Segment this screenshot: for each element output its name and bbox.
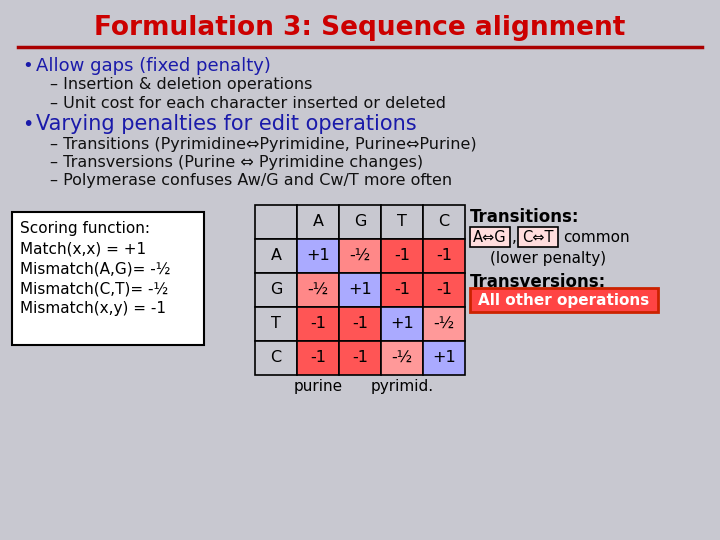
Text: -1: -1 <box>436 282 452 298</box>
Bar <box>470 227 510 247</box>
Text: A⇔G: A⇔G <box>473 230 507 245</box>
Text: -1: -1 <box>394 282 410 298</box>
Text: •: • <box>22 114 33 133</box>
Text: – Insertion & deletion operations: – Insertion & deletion operations <box>50 78 312 92</box>
Text: -1: -1 <box>310 316 326 332</box>
Text: T: T <box>271 316 281 332</box>
Text: – Transversions (Purine ⇔ Pyrimidine changes): – Transversions (Purine ⇔ Pyrimidine cha… <box>50 156 423 171</box>
Text: Allow gaps (fixed penalty): Allow gaps (fixed penalty) <box>36 57 271 75</box>
Text: Varying penalties for edit operations: Varying penalties for edit operations <box>36 114 417 134</box>
Bar <box>423 307 465 341</box>
Bar <box>255 205 297 239</box>
Bar <box>297 307 339 341</box>
Bar <box>381 205 423 239</box>
Text: -½: -½ <box>349 248 371 264</box>
Bar <box>381 239 423 273</box>
Bar <box>255 307 297 341</box>
Bar <box>339 307 381 341</box>
Text: -1: -1 <box>310 350 326 366</box>
Bar <box>339 205 381 239</box>
Bar <box>423 205 465 239</box>
Bar <box>297 239 339 273</box>
Text: – Polymerase confuses Aw/G and Cw/T more often: – Polymerase confuses Aw/G and Cw/T more… <box>50 173 452 188</box>
Bar <box>423 341 465 375</box>
Text: pyrimid.: pyrimid. <box>370 380 433 395</box>
Bar <box>255 273 297 307</box>
Bar <box>423 273 465 307</box>
Bar <box>518 227 558 247</box>
Text: Transitions:: Transitions: <box>470 208 580 226</box>
Text: •: • <box>22 57 32 75</box>
Text: +1: +1 <box>390 316 414 332</box>
Text: +1: +1 <box>306 248 330 264</box>
Bar <box>12 212 204 345</box>
Bar <box>297 273 339 307</box>
Text: -1: -1 <box>436 248 452 264</box>
Text: Mismatch(A,G)= -½: Mismatch(A,G)= -½ <box>20 261 171 276</box>
Text: Transversions:: Transversions: <box>470 273 606 291</box>
Text: G: G <box>354 214 366 230</box>
Text: ,: , <box>512 230 517 245</box>
Text: All other operations: All other operations <box>478 293 649 307</box>
Bar <box>297 341 339 375</box>
Text: common: common <box>563 230 629 245</box>
Text: -1: -1 <box>352 316 368 332</box>
Text: G: G <box>270 282 282 298</box>
Bar <box>470 288 658 312</box>
Bar <box>381 307 423 341</box>
Bar <box>339 341 381 375</box>
Text: +1: +1 <box>348 282 372 298</box>
Text: +1: +1 <box>432 350 456 366</box>
Text: A: A <box>271 248 282 264</box>
Text: C: C <box>271 350 282 366</box>
Text: C⇔T: C⇔T <box>522 230 554 245</box>
Bar <box>381 341 423 375</box>
Bar <box>339 273 381 307</box>
Text: Formulation 3: Sequence alignment: Formulation 3: Sequence alignment <box>94 15 626 41</box>
Bar <box>381 273 423 307</box>
Text: -½: -½ <box>392 350 413 366</box>
Text: Mismatch(x,y) = -1: Mismatch(x,y) = -1 <box>20 301 166 316</box>
Text: -1: -1 <box>352 350 368 366</box>
Text: T: T <box>397 214 407 230</box>
Text: purine: purine <box>294 380 343 395</box>
Text: Scoring function:: Scoring function: <box>20 220 150 235</box>
Text: Mismatch(C,T)= -½: Mismatch(C,T)= -½ <box>20 281 168 296</box>
Text: -½: -½ <box>433 316 454 332</box>
Bar <box>423 239 465 273</box>
Text: – Unit cost for each character inserted or deleted: – Unit cost for each character inserted … <box>50 96 446 111</box>
Text: A: A <box>312 214 323 230</box>
Text: (lower penalty): (lower penalty) <box>490 251 606 266</box>
Bar <box>255 341 297 375</box>
Text: C: C <box>438 214 449 230</box>
Text: Match(x,x) = +1: Match(x,x) = +1 <box>20 241 146 256</box>
Text: – Transitions (Pyrimidine⇔Pyrimidine, Purine⇔Purine): – Transitions (Pyrimidine⇔Pyrimidine, Pu… <box>50 138 477 152</box>
Bar <box>297 205 339 239</box>
Text: -1: -1 <box>394 248 410 264</box>
Bar <box>339 239 381 273</box>
Bar <box>255 239 297 273</box>
Text: -½: -½ <box>307 282 328 298</box>
